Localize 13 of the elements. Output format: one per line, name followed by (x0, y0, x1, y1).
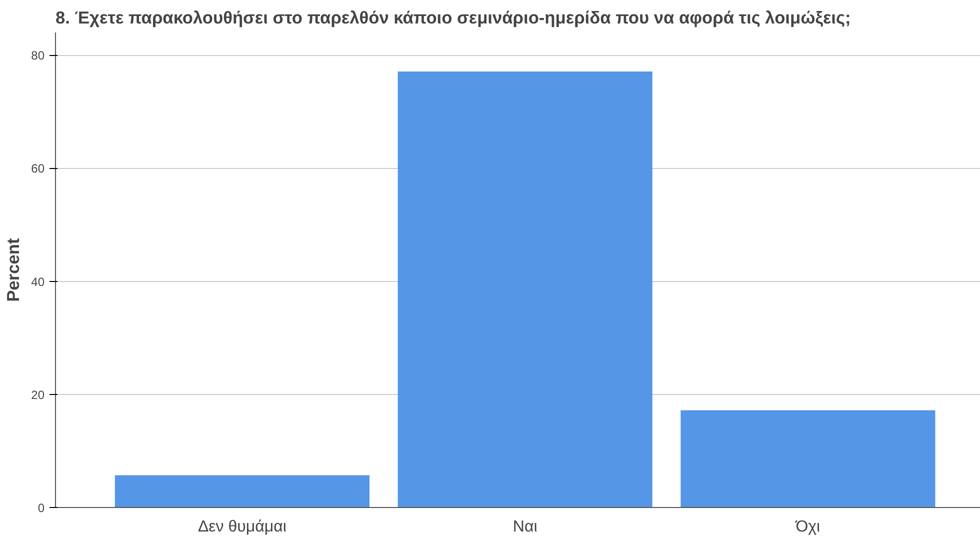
y-tick-label: 80 (31, 48, 45, 63)
chart-title: 8. Έχετε παρακολουθήσει στο παρελθόν κάποιο σεμινάριο-ημερίδα που να αφορά τις λοιμώξεις; (56, 8, 851, 28)
y-tick-label: 0 (38, 501, 45, 515)
bar (398, 72, 652, 508)
y-tick-label: 20 (31, 388, 45, 402)
y-axis-title: Percent (3, 238, 24, 302)
bar (680, 410, 936, 508)
x-tick-label: Όχι (794, 518, 821, 536)
bar (114, 475, 370, 508)
x-tick-label: Ναι (512, 518, 538, 536)
x-tick-label: Δεν θυμάμαι (198, 518, 287, 536)
y-tick-label: 40 (31, 274, 45, 289)
y-tick-label: 60 (31, 162, 45, 176)
